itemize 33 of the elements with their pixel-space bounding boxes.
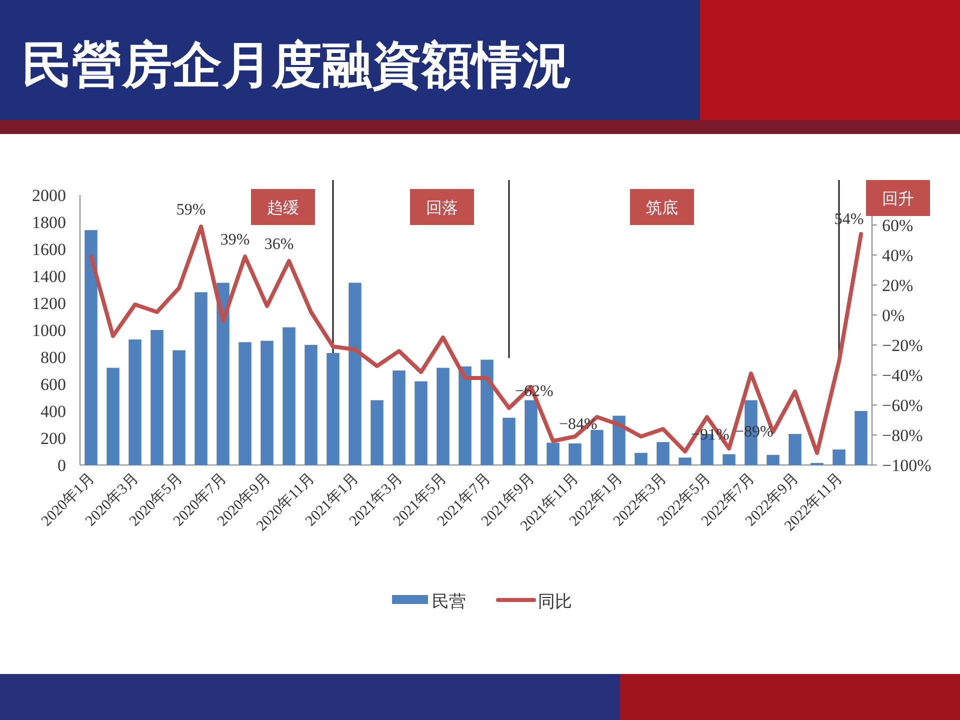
legend-label: 同比 (538, 592, 572, 611)
chart-title: 民營房企月度融資額情況 (22, 37, 572, 93)
phase-label: 筑底 (630, 189, 694, 225)
y-tick-label: 0 (58, 456, 66, 475)
y2-tick-label: −40% (882, 366, 923, 385)
data-label: 36% (264, 236, 294, 253)
y-tick-label: 400 (40, 402, 66, 421)
y-tick-label: 200 (40, 429, 66, 448)
phase-label: 回升 (866, 180, 930, 216)
y-tick-label: 800 (40, 348, 66, 367)
y2-tick-label: 40% (882, 246, 914, 265)
annotation: 筑底 (646, 199, 678, 217)
data-label: 39% (220, 232, 250, 248)
y2-tick-label: 60% (882, 216, 914, 235)
phase-label: 回落 (410, 189, 474, 225)
y2-tick-label: 0% (882, 306, 905, 325)
data-label: 59% (176, 202, 206, 218)
y-tick-label: 600 (40, 375, 66, 394)
y2-tick-label: −60% (882, 396, 923, 415)
y-tick-label: 2000 (32, 186, 66, 205)
legend-label: 民营 (432, 592, 466, 611)
y-tick-label: 1600 (32, 240, 66, 259)
y-tick-label: 1200 (32, 294, 66, 313)
y2-tick-label: −80% (882, 426, 923, 445)
y-tick-label: 1400 (32, 267, 66, 286)
y2-tick-label: 20% (882, 276, 914, 295)
annotation: 趋缓 (267, 199, 299, 217)
y-tick-label: 1800 (32, 213, 66, 232)
y2-tick-label: −20% (882, 336, 923, 355)
phase-label: 趋缓 (251, 189, 315, 225)
annotation: 回落 (426, 199, 458, 217)
y-tick-label: 1000 (32, 321, 66, 340)
y2-tick-label: −100% (882, 456, 932, 475)
